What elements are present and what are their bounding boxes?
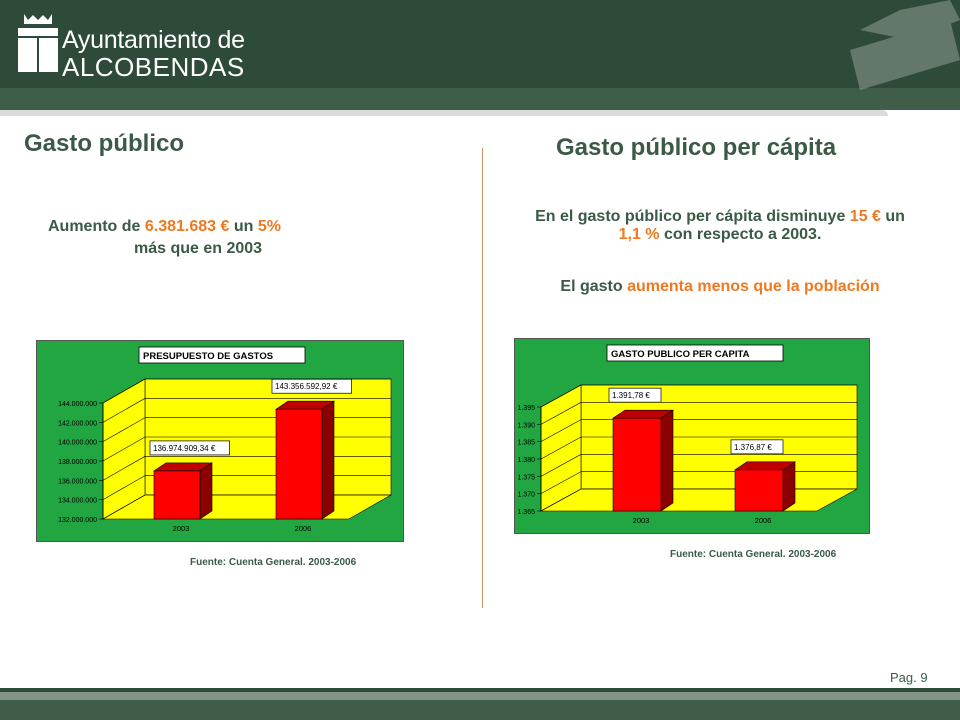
footer-highlight bbox=[0, 692, 960, 700]
y-tick-label: 1.395 bbox=[517, 405, 535, 412]
chart-title-box bbox=[606, 344, 784, 362]
gridline bbox=[540, 454, 857, 477]
bar-side bbox=[660, 409, 674, 512]
plot-floor bbox=[101, 494, 393, 520]
chart-title-box bbox=[138, 346, 306, 364]
y-tick-label: 1.380 bbox=[517, 457, 535, 464]
chart-presupuesto-svg: 132.000.000 134.000.000 136.000.000 138.000… bbox=[58, 346, 393, 533]
bar-side bbox=[782, 461, 796, 512]
footer-bar bbox=[0, 688, 960, 720]
right-description-2: El gasto aumenta menos que la población bbox=[560, 278, 880, 295]
gridline bbox=[540, 384, 857, 408]
left-title: Gasto público bbox=[24, 130, 185, 157]
org-name-line1: Ayuntamiento de bbox=[62, 26, 245, 54]
data-label-box bbox=[608, 387, 662, 403]
left-desc-line2: más que en 2003 bbox=[134, 240, 263, 257]
header-band bbox=[0, 88, 960, 110]
chart-per-capita-svg: 1.365 1.370 1.375 1.380 1.385 1.390 1.395 1.391… bbox=[517, 344, 858, 525]
y-tick-label: 1.390 bbox=[517, 422, 535, 429]
left-source: Fuente: Cuenta General. 2003-2006 bbox=[190, 557, 357, 568]
chart-title: PRESUPUESTO DE GASTOS bbox=[143, 351, 273, 362]
y-tick-label: 142.000.000 bbox=[58, 420, 97, 427]
left-description: Aumento de 6.381.683 € un 5% más que en … bbox=[48, 216, 368, 260]
y-tick-label: 1.375 bbox=[517, 474, 535, 481]
chart-per-capita: 1.365 1.370 1.375 1.380 1.385 1.390 1.395 1.391… bbox=[514, 338, 870, 534]
data-label-box bbox=[149, 440, 230, 456]
data-label-box bbox=[271, 378, 352, 394]
right-title: Gasto público per cápita bbox=[556, 134, 837, 161]
y-tick-label: 134.000.000 bbox=[58, 498, 97, 505]
right-description: En el gasto público per cápita disminuye… bbox=[535, 208, 905, 243]
gridline bbox=[540, 436, 857, 460]
bar bbox=[612, 417, 662, 512]
y-tick-label: 138.000.000 bbox=[58, 459, 97, 466]
bar bbox=[275, 408, 323, 520]
x-tick-label: 2006 bbox=[295, 524, 312, 533]
y-tick-label: 1.370 bbox=[517, 492, 535, 499]
footer-top-line bbox=[0, 688, 960, 692]
chart-presupuesto: 132.000.000 134.000.000 136.000.000 138.000… bbox=[36, 340, 404, 542]
top-divider bbox=[0, 110, 888, 116]
y-tick-label: 1.365 bbox=[517, 509, 535, 516]
left-desc-line1: Aumento de 6.381.683 € un 5% bbox=[48, 218, 281, 235]
bar-side bbox=[199, 462, 213, 520]
bar-side bbox=[321, 400, 335, 520]
y-tick-label: 132.000.000 bbox=[58, 517, 97, 524]
y-tick-label: 1.385 bbox=[517, 440, 535, 447]
y-tick-label: 144.000.000 bbox=[58, 401, 97, 408]
bar bbox=[734, 469, 784, 512]
bar bbox=[153, 470, 201, 520]
crest-watermark-icon bbox=[850, 0, 960, 90]
x-tick-label: 2003 bbox=[633, 516, 650, 525]
org-name-line2: ALCOBENDAS bbox=[62, 52, 245, 82]
column-divider bbox=[482, 148, 483, 608]
x-tick-label: 2006 bbox=[755, 516, 772, 525]
data-label: 1.376,87 € bbox=[734, 443, 772, 452]
crest-logo-icon bbox=[18, 14, 58, 72]
gridline bbox=[540, 419, 857, 442]
page-number: Pag. 9 bbox=[890, 670, 928, 685]
y-tick-label: 136.000.000 bbox=[58, 478, 97, 485]
data-label-box bbox=[730, 439, 784, 455]
y-tick-label: 140.000.000 bbox=[58, 440, 97, 447]
gridline bbox=[102, 398, 391, 423]
page-number-box bbox=[884, 664, 940, 690]
gridline bbox=[540, 402, 857, 425]
data-label: 136.974.909,34 € bbox=[153, 444, 216, 453]
chart-title: GASTO PUBLICO PER CAPITA bbox=[611, 349, 750, 360]
plot-floor bbox=[540, 488, 858, 512]
right-source: Fuente: Cuenta General. 2003-2006 bbox=[670, 549, 837, 560]
data-label: 143.356.592,92 € bbox=[275, 382, 338, 391]
x-tick-label: 2003 bbox=[173, 524, 190, 533]
data-label: 1.391,78 € bbox=[612, 391, 650, 400]
